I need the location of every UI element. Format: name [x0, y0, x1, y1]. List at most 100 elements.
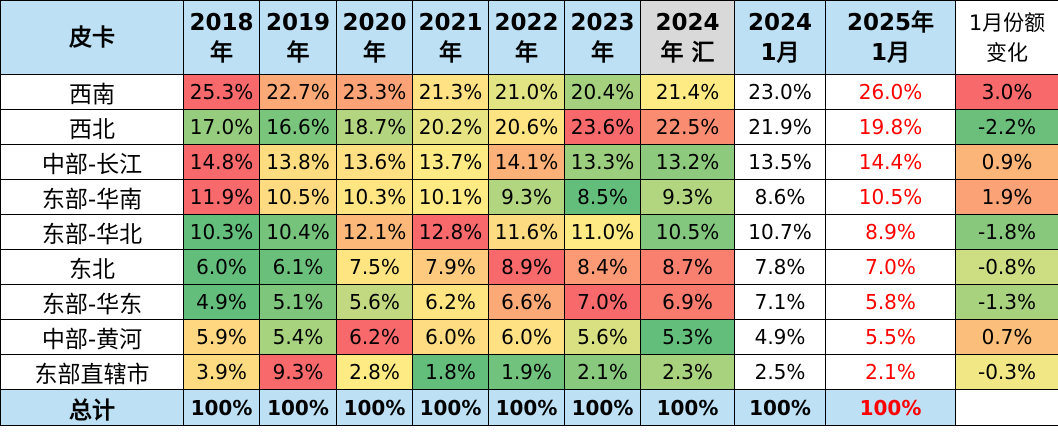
share-cell: 10.4% — [259, 214, 337, 250]
change-cell: 0.7% — [955, 319, 1058, 355]
share-cell: 14.1% — [488, 144, 565, 180]
region-label: 中部-长江 — [0, 144, 184, 180]
share-cell: 8.5% — [564, 179, 641, 215]
year-header-summary: 2024 年 汇 — [640, 0, 735, 75]
change-header: 1月份额 变化 — [955, 0, 1058, 75]
share-cell: 16.6% — [259, 109, 337, 145]
share-cell: 13.7% — [412, 144, 489, 180]
share-cell: 7.0% — [564, 284, 641, 320]
table-row: 东部直辖市 3.9% 9.3% 2.8% 1.8% 1.9% 2.1% 2.3% 2.5% 2.1… — [0, 354, 1058, 390]
share-cell: 2.1% — [825, 354, 956, 390]
share-cell: 11.6% — [488, 214, 565, 250]
share-cell: 7.0% — [825, 249, 956, 285]
table-row: 西北 17.0% 16.6% 18.7% 20.2% 20.6% 23.6% 22.5% 21.… — [0, 109, 1058, 145]
share-cell: 5.1% — [259, 284, 337, 320]
region-label: 西南 — [0, 74, 184, 110]
region-label: 中部-黄河 — [0, 319, 184, 355]
share-cell: 23.0% — [734, 74, 826, 110]
share-cell: 2.1% — [564, 354, 641, 390]
share-cell: 21.0% — [488, 74, 565, 110]
share-cell: 26.0% — [825, 74, 956, 110]
share-cell: 5.3% — [640, 319, 735, 355]
share-cell: 13.2% — [640, 144, 735, 180]
year-header: 2022 年 — [488, 0, 565, 75]
table-row: 中部-长江 14.8% 13.8% 13.6% 13.7% 14.1% 13.3% 13.2%… — [0, 144, 1058, 180]
total-cell: 100% — [336, 389, 413, 426]
total-cell: 100% — [640, 389, 735, 426]
share-cell: 4.9% — [183, 284, 260, 320]
corner-header: 皮卡 — [0, 0, 184, 75]
share-cell: 8.6% — [734, 179, 826, 215]
share-cell: 7.1% — [734, 284, 826, 320]
region-label: 东部-华南 — [0, 179, 184, 215]
share-cell: 6.0% — [412, 319, 489, 355]
region-label: 东北 — [0, 249, 184, 285]
total-cell: 100% — [412, 389, 489, 426]
share-cell: 13.8% — [259, 144, 337, 180]
region-label: 东部-华北 — [0, 214, 184, 250]
share-cell: 14.4% — [825, 144, 956, 180]
share-cell: 3.9% — [183, 354, 260, 390]
share-cell: 11.0% — [564, 214, 641, 250]
total-cell: 100% — [259, 389, 337, 426]
share-cell: 13.3% — [564, 144, 641, 180]
region-label: 西北 — [0, 109, 184, 145]
table-row: 东北 6.0% 6.1% 7.5% 7.9% 8.9% 8.4% 8.7% 7.8% 7.0% -0… — [0, 249, 1058, 285]
share-cell: 6.6% — [488, 284, 565, 320]
share-cell: 2.5% — [734, 354, 826, 390]
share-cell: 6.0% — [183, 249, 260, 285]
share-cell: 9.3% — [640, 179, 735, 215]
share-cell: 7.8% — [734, 249, 826, 285]
share-cell: 12.1% — [336, 214, 413, 250]
share-cell: 22.5% — [640, 109, 735, 145]
table-row: 东部-华南 11.9% 10.5% 10.3% 10.1% 9.3% 8.5% 9.3% 8.6… — [0, 179, 1058, 215]
share-cell: 20.6% — [488, 109, 565, 145]
change-cell: 0.9% — [955, 144, 1058, 180]
share-cell: 7.5% — [336, 249, 413, 285]
share-cell: 7.9% — [412, 249, 489, 285]
total-cell: 100% — [825, 389, 956, 426]
total-label: 总计 — [0, 389, 184, 426]
change-cell: -1.3% — [955, 284, 1058, 320]
share-cell: 2.3% — [640, 354, 735, 390]
table-row: 东部-华北 10.3% 10.4% 12.1% 12.8% 11.6% 11.0% 10.5%… — [0, 214, 1058, 250]
share-cell: 23.6% — [564, 109, 641, 145]
change-cell: 3.0% — [955, 74, 1058, 110]
share-cell: 5.6% — [564, 319, 641, 355]
table-row: 西南 25.3% 22.7% 23.3% 21.3% 21.0% 20.4% 21.4% 23.… — [0, 74, 1058, 110]
share-cell: 5.5% — [825, 319, 956, 355]
share-cell: 20.2% — [412, 109, 489, 145]
share-cell: 17.0% — [183, 109, 260, 145]
share-cell: 23.3% — [336, 74, 413, 110]
year-header: 2023 年 — [564, 0, 641, 75]
share-cell: 6.1% — [259, 249, 337, 285]
total-cell: 100% — [183, 389, 260, 426]
month-header-2024: 2024 1月 — [734, 0, 826, 75]
change-cell: -0.8% — [955, 249, 1058, 285]
share-cell: 9.3% — [259, 354, 337, 390]
share-cell: 21.3% — [412, 74, 489, 110]
share-cell: 22.7% — [259, 74, 337, 110]
share-table: 皮卡 2018 年 2019 年 2020 年 2021 年 2022 年 2023 年 2… — [0, 0, 1058, 426]
share-cell: 14.8% — [183, 144, 260, 180]
share-cell: 8.9% — [488, 249, 565, 285]
year-header: 2019 年 — [259, 0, 337, 75]
share-cell: 2.8% — [336, 354, 413, 390]
share-cell: 5.9% — [183, 319, 260, 355]
share-cell: 19.8% — [825, 109, 956, 145]
share-cell: 1.8% — [412, 354, 489, 390]
share-cell: 5.4% — [259, 319, 337, 355]
year-header: 2021 年 — [412, 0, 489, 75]
share-cell: 10.5% — [825, 179, 956, 215]
share-cell: 4.9% — [734, 319, 826, 355]
share-cell: 18.7% — [336, 109, 413, 145]
share-cell: 9.3% — [488, 179, 565, 215]
month-header-2025: 2025年 1月 — [825, 0, 956, 75]
share-cell: 21.4% — [640, 74, 735, 110]
year-header: 2018 年 — [183, 0, 260, 75]
change-cell: -2.2% — [955, 109, 1058, 145]
change-cell: 1.9% — [955, 179, 1058, 215]
share-cell: 8.4% — [564, 249, 641, 285]
share-cell: 8.9% — [825, 214, 956, 250]
share-cell: 10.7% — [734, 214, 826, 250]
